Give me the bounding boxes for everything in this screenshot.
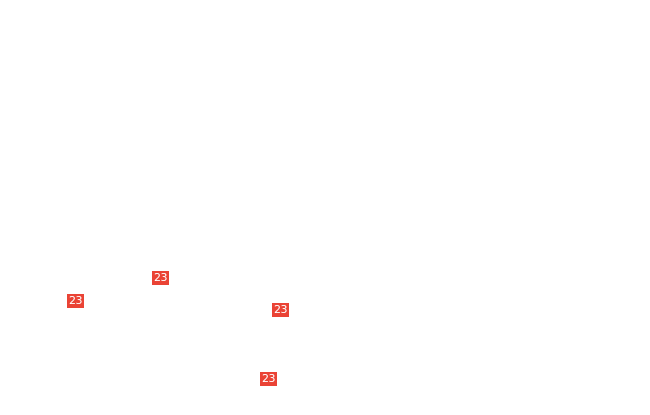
marker-badge[interactable]: 23 — [67, 294, 84, 308]
marker-badge[interactable]: 23 — [272, 303, 289, 317]
marker-badge[interactable]: 23 — [260, 372, 277, 386]
marker-badge[interactable]: 23 — [152, 271, 169, 285]
